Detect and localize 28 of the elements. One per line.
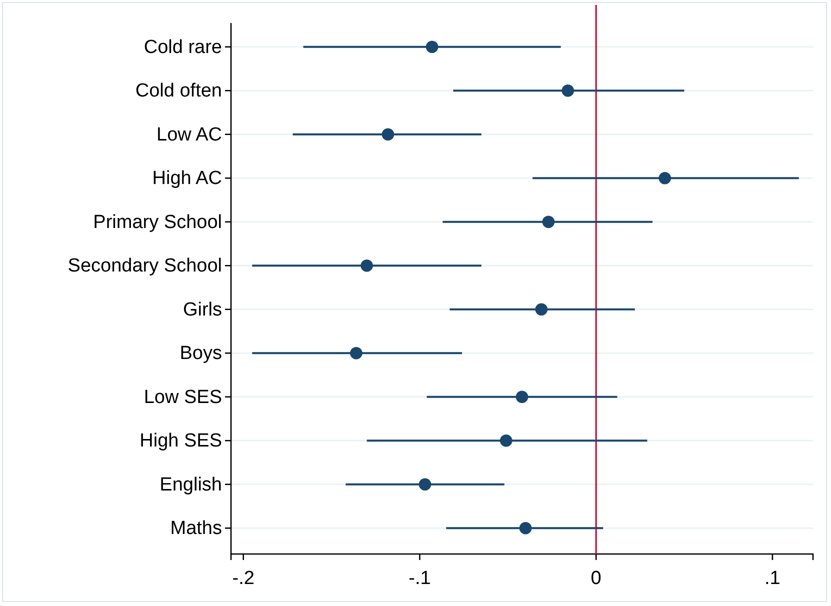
y-tick-label: High SES [140, 430, 222, 452]
point [382, 128, 394, 141]
x-tick-label: 0 [590, 568, 602, 589]
x-tick-label: -.1 [408, 568, 431, 589]
y-tick-label: Secondary School [68, 256, 222, 277]
y-tick-label: Low SES [144, 386, 222, 408]
point [658, 172, 672, 184]
y-tick-label: Boys [180, 343, 222, 364]
y-tick-label: English [160, 474, 222, 496]
y-tick-label: Cold rare [144, 36, 222, 58]
y-tick-label: Primary School [93, 212, 222, 233]
point [426, 40, 438, 54]
y-tick-label: High AC [152, 168, 222, 190]
y-tick-label: Low AC [156, 124, 222, 146]
point [418, 478, 432, 491]
point [350, 346, 362, 360]
y-tick-label: Cold often [135, 80, 222, 102]
x-tick-label: -.2 [232, 568, 254, 589]
point [535, 303, 548, 316]
point [562, 84, 574, 97]
point [516, 390, 528, 404]
point [360, 259, 373, 272]
point [542, 216, 555, 228]
x-tick-label: .1 [764, 568, 780, 589]
point [519, 522, 532, 534]
y-tick-label: Maths [170, 518, 222, 540]
point [500, 434, 512, 447]
y-tick-label: Girls [182, 299, 222, 320]
